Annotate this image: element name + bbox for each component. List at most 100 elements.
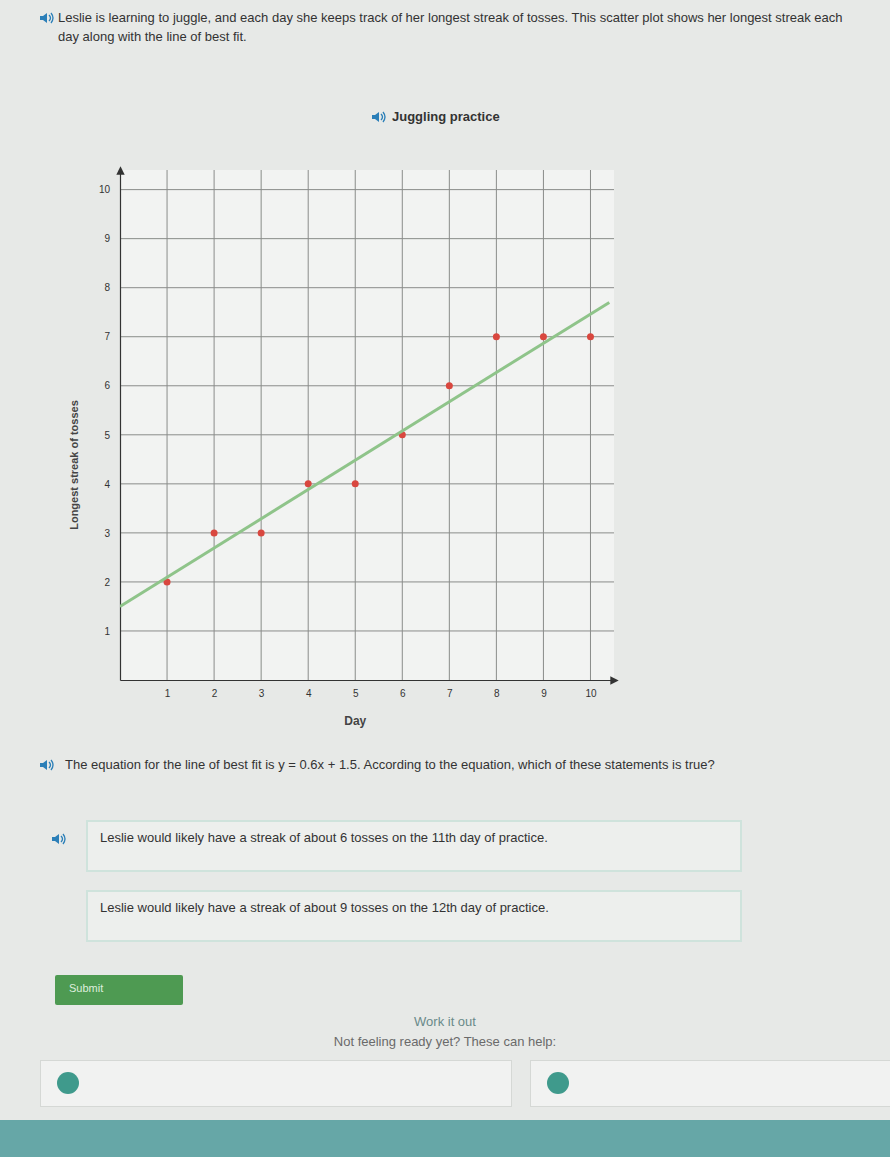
data-point: [211, 529, 218, 536]
x-tick-label: 8: [494, 688, 500, 699]
grid-line-y: [120, 238, 614, 239]
option-text[interactable]: Leslie would likely have a streak of abo…: [100, 898, 700, 917]
y-axis: 1 2 3 4 5 6 7 8 9 10: [99, 171, 121, 681]
y-tick: 2: [104, 577, 120, 588]
footer-bar: [0, 1120, 890, 1157]
speaker-body[interactable]: [372, 112, 379, 122]
x-tick-label: 7: [447, 688, 453, 699]
x-axis-title: Day: [344, 714, 366, 728]
grid-line-x: [449, 170, 450, 680]
speaker-icon[interactable]: [40, 760, 53, 770]
answer-option[interactable]: Leslie would likely have a streak of abo…: [86, 890, 742, 942]
grid-line-x: [543, 170, 544, 680]
help-card-icon[interactable]: [57, 1072, 79, 1094]
data-point: [446, 382, 453, 389]
submit-label[interactable]: Submit: [69, 982, 103, 994]
work-heading: Work it out: [0, 1012, 890, 1031]
speaker-waves[interactable]: [49, 13, 53, 23]
x-tick: 9: [541, 680, 547, 699]
y-tick-label: 7: [104, 331, 110, 342]
data-marks: [120, 302, 609, 606]
grid-line-x: [496, 170, 497, 680]
speaker-waves[interactable]: [381, 112, 385, 122]
x-tick-label: 6: [400, 688, 406, 699]
chart-title: Juggling practice: [392, 107, 500, 126]
x-tick: 3: [259, 680, 265, 699]
grid-line-x: [308, 170, 309, 680]
grid-line-x: [402, 170, 403, 680]
grid-line-x: [355, 170, 356, 680]
y-tick: 7: [104, 331, 120, 342]
y-tick-label: 10: [99, 184, 111, 195]
x-tick-label: 5: [353, 688, 359, 699]
y-tick-label: 4: [104, 479, 110, 490]
data-point: [540, 333, 547, 340]
speaker-icon[interactable]: [40, 13, 53, 23]
x-tick: 1: [165, 680, 171, 699]
speaker-body[interactable]: [40, 13, 47, 23]
x-tick-label: 4: [306, 688, 312, 699]
x-tick: 8: [494, 680, 500, 699]
x-tick: 4: [306, 680, 312, 699]
x-tick: 10: [585, 680, 597, 699]
y-tick: 6: [104, 380, 120, 391]
grid-line-x: [590, 170, 591, 680]
speaker-icon[interactable]: [52, 834, 65, 844]
x-tick: 5: [353, 680, 359, 699]
grid-line-y: [120, 581, 614, 582]
grid-line-y: [120, 189, 614, 190]
data-point: [587, 333, 594, 340]
grid-line-y: [120, 434, 614, 435]
x-tick-label: 9: [541, 688, 547, 699]
speaker-waves[interactable]: [49, 760, 53, 770]
y-tick: 4: [104, 479, 120, 490]
y-tick-label: 2: [104, 577, 110, 588]
speaker-body[interactable]: [40, 760, 47, 770]
answer-option[interactable]: Leslie would likely have a streak of abo…: [86, 820, 742, 872]
help-text: Not feeling ready yet? These can help:: [0, 1032, 890, 1051]
question-text: The equation for the line of best fit is…: [45, 755, 785, 774]
grid-line-x: [167, 170, 168, 680]
plot-background: [120, 170, 614, 680]
grid-line-y: [120, 336, 614, 337]
x-axis: 1 2 3 4 5 6 7 8 9 10: [121, 680, 615, 699]
y-tick: 8: [104, 282, 120, 293]
plot: 1 2 3 4 5 6 7 8 9 10 1 2 3 4 5 6 7 8 9 10: [99, 170, 615, 699]
x-tick: 7: [447, 680, 453, 699]
y-tick-label: 3: [104, 528, 110, 539]
grid-line-y: [120, 385, 614, 386]
x-tick-label: 10: [585, 688, 597, 699]
y-tick: 1: [104, 626, 120, 637]
grid-line-y: [120, 532, 614, 533]
x-tick-label: 3: [259, 688, 265, 699]
data-point: [258, 529, 265, 536]
y-tick-label: 5: [104, 430, 110, 441]
data-point: [493, 333, 500, 340]
x-tick: 6: [400, 680, 406, 699]
fit-line: [120, 302, 609, 606]
y-axis-title: Longest streak of tosses: [68, 400, 80, 530]
grid-line-y: [120, 287, 614, 288]
help-card[interactable]: [530, 1060, 890, 1107]
y-tick: 10: [99, 184, 120, 195]
data-point: [352, 480, 359, 487]
y-tick-label: 9: [104, 233, 110, 244]
y-tick: 9: [104, 233, 120, 244]
grid-line-y: [120, 483, 614, 484]
x-tick-label: 2: [212, 688, 218, 699]
y-tick-label: 1: [104, 626, 110, 637]
submit-button[interactable]: Submit: [55, 975, 183, 1005]
y-tick-label: 8: [104, 282, 110, 293]
y-axis-line: [120, 171, 121, 681]
option-text[interactable]: Leslie would likely have a streak of abo…: [100, 828, 700, 847]
speaker-waves[interactable]: [61, 834, 65, 844]
speaker-icon[interactable]: [372, 112, 385, 122]
help-card-icon[interactable]: [547, 1072, 569, 1094]
intro-text: Leslie is learning to juggle, and each d…: [58, 8, 858, 46]
grid-line-x: [261, 170, 262, 680]
speaker-body[interactable]: [52, 834, 59, 844]
grid-line-x: [214, 170, 215, 680]
y-tick: 5: [104, 430, 120, 441]
help-card[interactable]: [40, 1060, 512, 1107]
x-axis-line: [121, 680, 615, 681]
